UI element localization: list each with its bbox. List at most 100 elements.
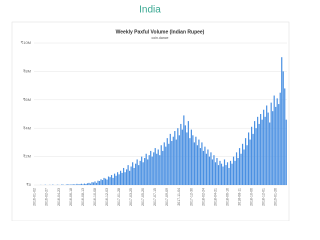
bar <box>225 165 227 185</box>
page: {"header":{"title":"India"}, "chart_data… <box>11 4 290 222</box>
screen: India Weekly Paxful Volume (Indian Rupee… <box>11 5 290 222</box>
bar <box>163 142 165 185</box>
bar <box>240 153 242 185</box>
bar <box>285 119 287 185</box>
bar <box>279 92 281 185</box>
y-tick-label: ₹8M <box>23 68 31 73</box>
bar <box>150 150 152 185</box>
bar <box>104 178 107 185</box>
x-tick-label: 2017-07-15 <box>153 188 157 206</box>
x-tick-label: 2017-01-28 <box>117 188 121 206</box>
bar <box>180 123 182 185</box>
bar <box>178 135 180 185</box>
bar <box>156 153 158 185</box>
bar <box>273 95 275 185</box>
bar <box>204 146 206 185</box>
bar <box>133 167 135 185</box>
bar <box>199 148 202 185</box>
bar <box>184 125 186 185</box>
bar <box>119 170 122 185</box>
bar <box>278 104 280 185</box>
bar <box>147 159 149 185</box>
bar <box>136 159 138 185</box>
y-tick-label: ₹6M <box>23 97 31 102</box>
bar <box>219 160 221 185</box>
bar <box>222 166 224 185</box>
bar <box>153 152 155 185</box>
bar <box>121 172 123 185</box>
bar <box>261 119 263 185</box>
bar <box>106 179 108 185</box>
x-tick-label: 2018-02-24 <box>201 188 205 206</box>
bar <box>97 180 99 185</box>
x-tick-label: 2016-12-03 <box>105 188 109 206</box>
bar <box>220 163 223 185</box>
x-tick-label: 2016-02-27 <box>45 188 49 206</box>
bar <box>79 184 81 185</box>
bar <box>135 163 137 185</box>
bar <box>112 177 114 185</box>
bar <box>282 71 284 185</box>
x-tick-label: 2018-06-16 <box>225 188 229 206</box>
x-tick-label: 2017-12-30 <box>189 188 193 206</box>
bar <box>162 150 164 185</box>
bar <box>270 102 272 185</box>
bar <box>246 145 248 185</box>
bar <box>263 109 265 185</box>
bar <box>207 149 209 185</box>
chart-title: Weekly Paxful Volume (Indian Rupee) <box>116 29 205 35</box>
bar <box>151 156 153 185</box>
bar <box>144 158 146 185</box>
bar <box>269 122 271 185</box>
bar <box>89 183 92 185</box>
bar <box>181 129 183 185</box>
bar <box>223 159 226 185</box>
bar <box>101 180 104 185</box>
bar <box>157 149 159 185</box>
bar <box>190 129 192 185</box>
bar <box>198 139 200 185</box>
bar <box>70 184 72 185</box>
bar <box>267 112 269 185</box>
y-tick-label: ₹2M <box>23 154 31 159</box>
chart-card <box>11 21 290 222</box>
bar <box>95 182 98 185</box>
page-title: India <box>139 5 161 16</box>
x-tick-label: 2017-11-04 <box>177 188 181 206</box>
chart-subtitle: coin.dance <box>152 36 169 40</box>
bar <box>130 166 132 185</box>
bar <box>103 177 105 185</box>
x-tick-label: 2016-08-13 <box>81 188 85 206</box>
bar <box>138 165 140 185</box>
bar <box>175 139 177 185</box>
bar <box>83 183 86 185</box>
bar <box>139 160 141 185</box>
x-tick-label: 2018-08-11 <box>237 188 241 206</box>
bar <box>113 173 116 185</box>
bar <box>110 175 113 185</box>
bar <box>192 135 194 185</box>
bar <box>234 160 236 185</box>
bar <box>67 184 69 185</box>
x-tick-label: 2017-09-09 <box>165 188 169 206</box>
bar <box>238 148 241 185</box>
bar <box>85 184 87 185</box>
bar <box>249 139 251 185</box>
x-tick-label: 2019-01-26 <box>274 188 278 206</box>
bar <box>235 152 238 185</box>
bar <box>98 181 101 185</box>
bar <box>217 165 220 185</box>
bar <box>123 167 125 185</box>
bar <box>226 162 229 185</box>
bar <box>258 123 260 185</box>
bar <box>129 170 131 185</box>
bar <box>109 177 111 185</box>
x-tick-label: 2017-03-25 <box>129 188 133 206</box>
bar <box>171 140 173 185</box>
bar <box>254 121 256 185</box>
bar <box>241 143 244 185</box>
bar <box>229 160 232 185</box>
bar <box>244 138 247 185</box>
bar <box>177 128 179 185</box>
bar <box>141 156 143 185</box>
